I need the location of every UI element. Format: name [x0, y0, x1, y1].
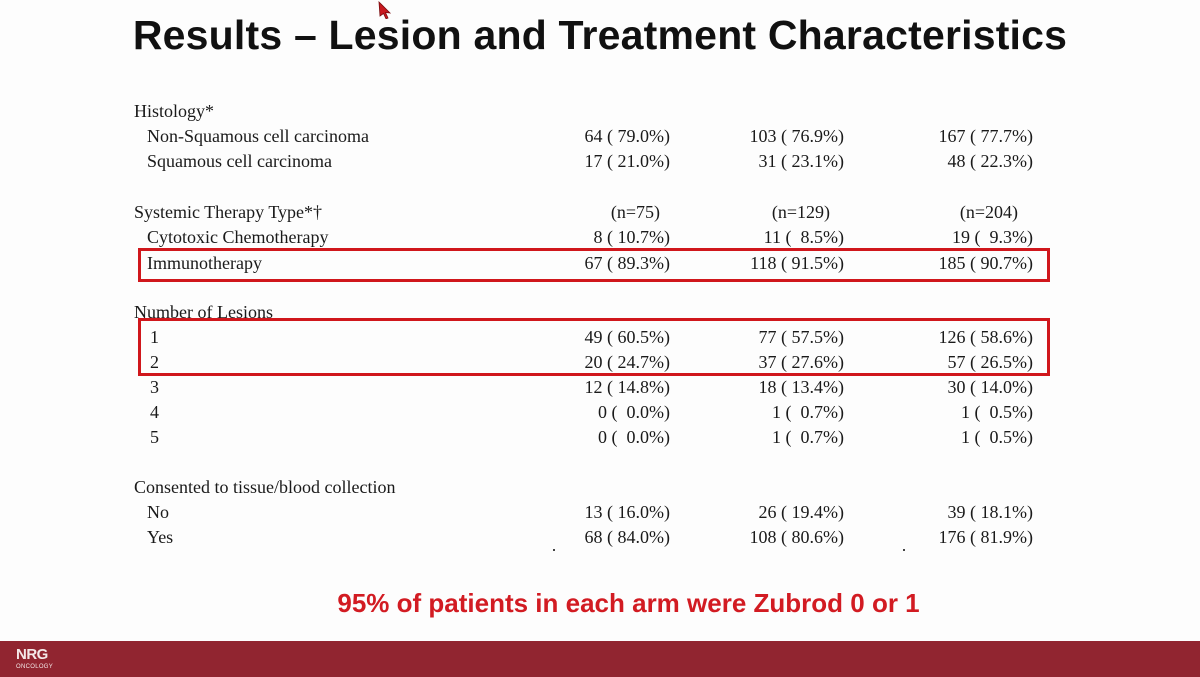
section-heading-label: Systemic Therapy Type*†: [134, 202, 323, 222]
section-heading-label: Number of Lesions: [134, 302, 273, 322]
total-value: 39 ( 18.1%): [947, 502, 1033, 522]
nrg-oncology-logo: NRG ONCOLOGY: [16, 647, 66, 673]
arm1-value: 0 ( 0.0%): [598, 427, 670, 447]
mouse-pointer-icon: [378, 1, 392, 19]
scan-dot: [903, 549, 905, 551]
arm1-value: 12 ( 14.8%): [584, 377, 670, 397]
table-row: Yes 68 ( 84.0%) 108 ( 80.6%) 176 ( 81.9%…: [0, 525, 1200, 549]
arm2-value: 26 ( 19.4%): [758, 502, 844, 522]
row-label: No: [147, 502, 169, 522]
arm1-value: 68 ( 84.0%): [584, 527, 670, 547]
table-row: Cytotoxic Chemotherapy 8 ( 10.7%) 11 ( 8…: [0, 225, 1200, 249]
arm2-value: 108 ( 80.6%): [749, 527, 844, 547]
total-value: 126 ( 58.6%): [938, 327, 1033, 347]
logo-sub-text: ONCOLOGY: [16, 664, 54, 670]
total-value: 1 ( 0.5%): [961, 402, 1033, 422]
arm2-value: 77 ( 57.5%): [758, 327, 844, 347]
row-label: 3: [150, 377, 159, 397]
total-value: 167 ( 77.7%): [938, 126, 1033, 146]
table-row: 3 12 ( 14.8%) 18 ( 13.4%) 30 ( 14.0%): [0, 375, 1200, 399]
section-heading-label: Histology*: [134, 101, 215, 121]
arm2-count: (n=129): [771, 202, 830, 222]
highlight-box-immunotherapy: [138, 248, 1050, 282]
arm2-value: 1 ( 0.7%): [772, 402, 844, 422]
row-label: 5: [150, 427, 159, 447]
highlight-box-lesions-1-2: [138, 318, 1050, 376]
row-label: 1: [150, 327, 159, 347]
total-value: 185 ( 90.7%): [938, 253, 1033, 273]
scan-dot: [553, 549, 555, 551]
arm2-value: 18 ( 13.4%): [758, 377, 844, 397]
row-label: 4: [150, 402, 159, 422]
section-heading-number-of-lesions: Number of Lesions: [0, 300, 1200, 324]
total-value: 19 ( 9.3%): [952, 227, 1033, 247]
table-row: 5 0 ( 0.0%) 1 ( 0.7%) 1 ( 0.5%): [0, 425, 1200, 449]
total-count: (n=204): [959, 202, 1018, 222]
total-value: 1 ( 0.5%): [961, 427, 1033, 447]
table-row: 1 49 ( 60.5%) 77 ( 57.5%) 126 ( 58.6%): [0, 325, 1200, 349]
total-value: 57 ( 26.5%): [947, 352, 1033, 372]
arm1-value: 49 ( 60.5%): [584, 327, 670, 347]
section-heading-systemic-therapy: Systemic Therapy Type*† (n=75) (n=129) (…: [0, 200, 1200, 224]
arm2-value: 118 ( 91.5%): [750, 253, 844, 273]
table-row: Non-Squamous cell carcinoma 64 ( 79.0%) …: [0, 124, 1200, 148]
table-row: No 13 ( 16.0%) 26 ( 19.4%) 39 ( 18.1%): [0, 500, 1200, 524]
row-label: Cytotoxic Chemotherapy: [147, 227, 329, 247]
table-row: 2 20 ( 24.7%) 37 ( 27.6%) 57 ( 26.5%): [0, 350, 1200, 374]
row-label: Yes: [147, 527, 174, 547]
row-label: Squamous cell carcinoma: [147, 151, 332, 171]
arm2-value: 31 ( 23.1%): [758, 151, 844, 171]
arm2-value: 11 ( 8.5%): [763, 227, 844, 247]
section-heading-label: Consented to tissue/blood collection: [134, 477, 396, 497]
row-label: 2: [150, 352, 159, 372]
arm2-value: 1 ( 0.7%): [772, 427, 844, 447]
arm1-value: 20 ( 24.7%): [584, 352, 670, 372]
row-label: Non-Squamous cell carcinoma: [147, 126, 369, 146]
slide-title: Results – Lesion and Treatment Character…: [132, 12, 1068, 58]
arm2-value: 37 ( 27.6%): [758, 352, 844, 372]
table-row: Immunotherapy 67 ( 89.3%) 118 ( 91.5%) 1…: [0, 251, 1200, 275]
arm1-value: 13 ( 16.0%): [584, 502, 670, 522]
arm1-value: 8 ( 10.7%): [593, 227, 670, 247]
arm1-value: 67 ( 89.3%): [584, 253, 670, 273]
footer-bar: [0, 641, 1200, 677]
arm1-value: 64 ( 79.0%): [584, 126, 670, 146]
arm2-value: 103 ( 76.9%): [749, 126, 844, 146]
row-label: Immunotherapy: [147, 253, 262, 273]
total-value: 176 ( 81.9%): [938, 527, 1033, 547]
table-row: Squamous cell carcinoma 17 ( 21.0%) 31 (…: [0, 149, 1200, 173]
section-heading-histology: Histology*: [0, 99, 1200, 123]
arm1-count: (n=75): [610, 202, 660, 222]
table-row: 4 0 ( 0.0%) 1 ( 0.7%) 1 ( 0.5%): [0, 400, 1200, 424]
total-value: 30 ( 14.0%): [947, 377, 1033, 397]
logo-main-text: NRG: [16, 646, 48, 663]
section-heading-consented: Consented to tissue/blood collection: [0, 475, 1200, 499]
arm1-value: 17 ( 21.0%): [584, 151, 670, 171]
total-value: 48 ( 22.3%): [947, 151, 1033, 171]
arm1-value: 0 ( 0.0%): [598, 402, 670, 422]
zubrod-summary: 95% of patients in each arm were Zubrod …: [337, 588, 920, 618]
